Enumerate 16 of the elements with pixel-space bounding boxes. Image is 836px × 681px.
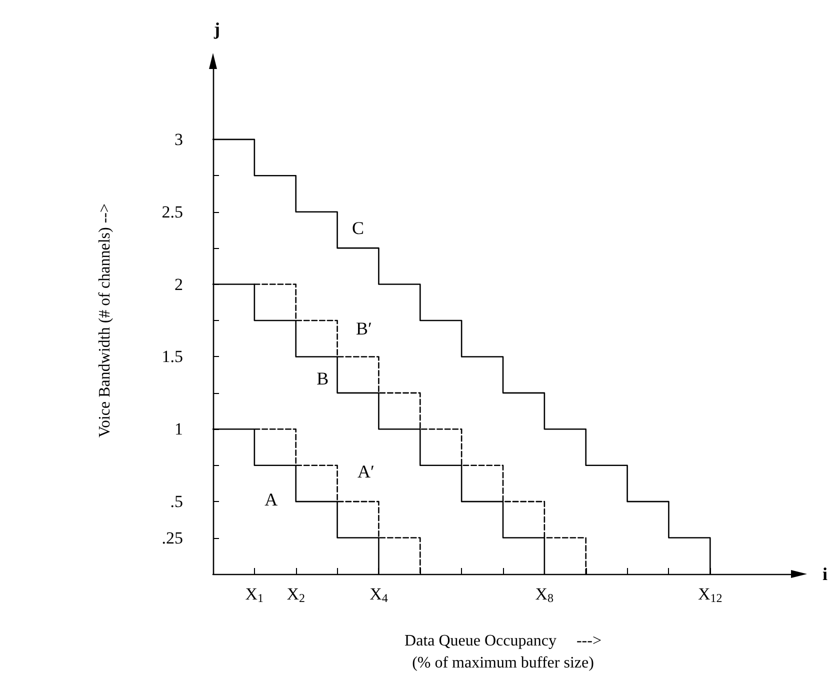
y-tick-label: .25 [162, 528, 183, 548]
y-tick-label: 2 [174, 274, 183, 294]
text: i [822, 564, 828, 584]
text: j [213, 19, 220, 39]
series-label: B [316, 368, 329, 389]
series-label: C [352, 218, 364, 238]
y-tick-label: 2.5 [162, 202, 183, 222]
y-axis-title: Voice Bandwidth (# of channels) --> [96, 204, 114, 438]
series-label: A′ [358, 462, 375, 482]
y-tick-label: 1.5 [162, 347, 183, 366]
x-axis-title: Data Queue Occupancy ---> (% of maximum buffer size) [404, 632, 602, 672]
y-tick-label: .5 [170, 492, 183, 512]
y-tick-label: 3 [174, 130, 183, 149]
y-tick-label: 1 [174, 420, 183, 439]
series-label: A [264, 489, 278, 510]
series-label: B′ [356, 318, 372, 339]
